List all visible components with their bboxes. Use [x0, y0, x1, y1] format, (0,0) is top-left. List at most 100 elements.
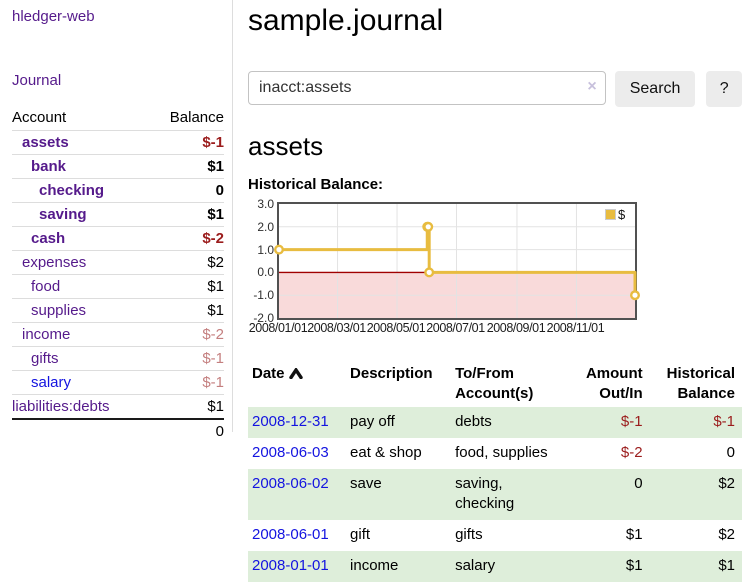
- chart-plot-area: [274, 202, 641, 320]
- transaction-amount: $1: [625, 557, 643, 574]
- account-link-saving[interactable]: saving: [39, 206, 87, 223]
- account-row: gifts $-1: [12, 346, 224, 371]
- x-axis-tick-label: 2008/03/01: [307, 321, 366, 335]
- clear-search-icon[interactable]: ×: [587, 78, 597, 95]
- help-button[interactable]: ?: [706, 71, 742, 107]
- x-axis-tick-label: 2008/05/01: [366, 321, 426, 335]
- transaction-date-link[interactable]: 2008-01-01: [252, 557, 329, 574]
- account-balance: $-1: [148, 346, 224, 371]
- transaction-balance: $2: [718, 526, 735, 543]
- app-title-link[interactable]: hledger-web: [12, 8, 95, 25]
- y-axis-tick-label: -1.0: [253, 288, 274, 303]
- transaction-accounts: saving, checking: [455, 475, 515, 512]
- transaction-date-link[interactable]: 2008-12-31: [252, 413, 329, 430]
- accounts-total-row: 0: [12, 418, 224, 443]
- transaction-date-link[interactable]: 2008-06-02: [252, 475, 329, 492]
- transaction-row: 2008-06-01 gift gifts $1 $2: [248, 520, 742, 551]
- historical-balance-chart: 3.0 2.0 1.0 0.0 -1.0 -2.0 2008/01/01 2008/03/01…: [248, 195, 742, 341]
- account-link-cash[interactable]: cash: [31, 230, 66, 247]
- chart-title: Historical Balance:: [248, 176, 384, 193]
- transaction-row: 2008-06-02 save saving, checking 0 $2: [248, 469, 742, 520]
- transaction-description: gift: [350, 526, 371, 543]
- account-row: income $-2: [12, 322, 224, 347]
- account-balance: $-1: [148, 130, 224, 155]
- account-heading: assets: [248, 131, 324, 161]
- sidebar: hledger-web Journal Account Balance asse…: [0, 0, 233, 443]
- transaction-accounts: gifts: [455, 526, 483, 543]
- transaction-row: 2008-06-03 eat & shop food, supplies $-2 0: [248, 438, 742, 469]
- search-input[interactable]: [248, 71, 606, 105]
- account-column-header: Account: [12, 109, 67, 126]
- account-row: supplies $1: [12, 298, 224, 323]
- account-link-expenses[interactable]: expenses: [22, 254, 87, 271]
- description-column-header: Description: [350, 365, 433, 382]
- transaction-row: 2008-12-31 pay off debts $-1 $-1: [248, 407, 742, 438]
- account-row: food $1: [12, 274, 224, 299]
- accounts-total-balance: 0: [148, 418, 224, 443]
- accounts-balance-table: Account Balance assets $-1 bank $1 checking 0…: [12, 106, 224, 443]
- account-link-liabilities-debts[interactable]: liabilities:debts: [12, 398, 110, 415]
- account-balance: $1: [148, 202, 224, 227]
- legend-series-swatch: [605, 209, 616, 220]
- account-balance: 0: [148, 178, 224, 203]
- balance-column-header-main: Historical Balance: [666, 365, 735, 402]
- x-axis-tick-label: 2008/09/01: [486, 321, 546, 335]
- transaction-description: income: [350, 557, 399, 574]
- register-header-row: Date Description To/From Account(s) Amou…: [248, 360, 742, 407]
- account-link-assets[interactable]: assets: [22, 134, 69, 151]
- x-axis-tick-label: 2008/07/01: [426, 321, 485, 335]
- account-balance: $1: [148, 298, 224, 323]
- transaction-description: pay off: [350, 413, 395, 430]
- transaction-description: eat & shop: [350, 444, 422, 461]
- account-balance: $-1: [148, 370, 224, 395]
- account-link-gifts[interactable]: gifts: [31, 350, 59, 367]
- transaction-amount: $-2: [620, 444, 643, 461]
- date-column-header[interactable]: Date: [248, 360, 346, 407]
- transaction-description: save: [350, 475, 382, 492]
- account-balance: $1: [148, 274, 224, 299]
- search-form: × Search ?: [248, 71, 742, 107]
- transaction-balance: $-1: [713, 413, 735, 430]
- account-balance: $2: [148, 250, 224, 275]
- account-link-income[interactable]: income: [22, 326, 71, 343]
- account-row: checking 0: [12, 178, 224, 203]
- transaction-row: 2008-01-01 income salary $1 $1: [248, 551, 742, 582]
- account-link-checking[interactable]: checking: [39, 182, 105, 199]
- account-row: cash $-2: [12, 226, 224, 251]
- search-button[interactable]: Search: [614, 71, 696, 107]
- y-axis-tick-label: 0.0: [257, 265, 274, 280]
- transaction-date-link[interactable]: 2008-06-01: [252, 526, 329, 543]
- account-link-bank[interactable]: bank: [31, 158, 67, 175]
- account-balance: $1: [148, 154, 224, 179]
- sidebar-item-journal[interactable]: Journal: [12, 72, 62, 89]
- transaction-balance: 0: [726, 444, 735, 461]
- main-content: sample.journal × Search ? assets Histori…: [246, 0, 742, 582]
- account-row: bank $1: [12, 154, 224, 179]
- account-row: liabilities:debts $1: [12, 394, 224, 419]
- account-link-food[interactable]: food: [31, 278, 61, 295]
- x-axis-tick-label: 2008/01/01: [248, 321, 308, 335]
- y-axis-tick-label: -2.0: [253, 311, 274, 325]
- transaction-date-link[interactable]: 2008-06-03: [252, 444, 329, 461]
- page-title: sample.journal: [248, 4, 444, 37]
- x-axis-tick-label: 2008/11/01: [546, 321, 605, 335]
- account-row: salary $-1: [12, 370, 224, 395]
- account-row: assets $-1: [12, 130, 224, 155]
- account-balance: $-2: [148, 226, 224, 251]
- account-balance: $-2: [148, 322, 224, 347]
- transaction-balance: $1: [718, 557, 735, 574]
- y-axis-tick-label: 3.0: [257, 197, 274, 211]
- transaction-amount: $1: [625, 526, 643, 543]
- transaction-balance: $2: [718, 475, 735, 492]
- transaction-amount: 0: [634, 475, 643, 492]
- sort-ascending-icon: [288, 366, 303, 380]
- account-link-supplies[interactable]: supplies: [31, 302, 87, 319]
- account-balance: $1: [148, 394, 224, 419]
- transaction-amount: $-1: [620, 413, 643, 430]
- legend-series-label: $: [618, 207, 626, 222]
- y-axis-tick-label: 2.0: [257, 219, 274, 234]
- register-table: Date Description To/From Account(s) Amou…: [248, 360, 742, 582]
- account-link-salary[interactable]: salary: [31, 374, 72, 391]
- amount-column-header: Amount Out/In: [585, 365, 643, 402]
- transaction-accounts: food, supplies: [455, 444, 548, 461]
